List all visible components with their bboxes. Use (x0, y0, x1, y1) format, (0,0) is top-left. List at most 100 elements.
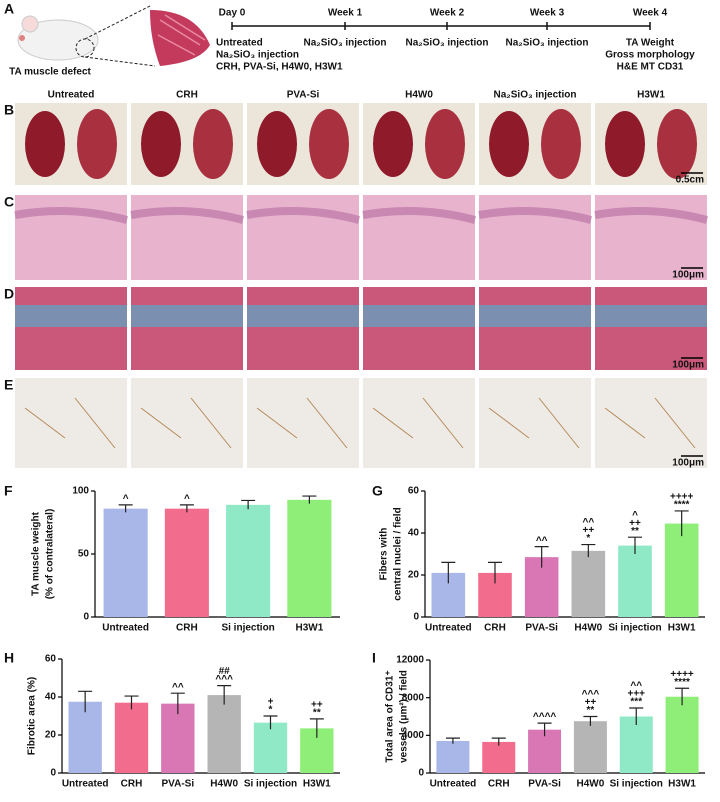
significance-mark: ^^^^ (533, 712, 557, 723)
significance-mark: ++ (311, 699, 323, 710)
timeline-note: Na₂SiO₃ injection (304, 38, 387, 49)
photo (363, 378, 475, 468)
x-tick-label: CRH (484, 623, 506, 634)
tissue-texture (131, 305, 243, 327)
column-header: CRH (176, 90, 198, 101)
significance-mark: ^ (184, 494, 190, 505)
significance-mark: ++++ (670, 492, 694, 503)
error-bar (675, 687, 690, 706)
error-bar (302, 495, 317, 504)
panel-letter: I (372, 650, 376, 666)
timeline-note: CRH, PVA-Si, H4W0, H3W1 (216, 62, 343, 73)
significance-mark: ++ (629, 518, 641, 529)
significance-mark: ^ (632, 510, 638, 521)
timeline-label: Week 2 (430, 8, 465, 19)
bar (664, 523, 699, 617)
tissue-texture (363, 305, 475, 327)
panel-letter: E (4, 377, 13, 393)
y-axis-label: Total area of CD31⁺ (385, 670, 396, 762)
column-header: H4W0 (405, 90, 433, 101)
significance-mark: ^^^ (215, 674, 233, 685)
error-bar (241, 499, 256, 510)
tissue-texture (15, 305, 127, 327)
y-tick-label: 20 (45, 730, 57, 741)
photo (363, 287, 475, 370)
x-tick-label: H3W1 (303, 779, 331, 790)
column-header: Untreated (48, 90, 95, 101)
error-bar (441, 561, 456, 584)
bar (573, 721, 607, 773)
tissue-texture (247, 305, 359, 327)
tissue-texture (372, 397, 464, 449)
y-tick-label: 0 (413, 612, 419, 623)
timeline-note: Na₂SiO₃ injection (506, 38, 589, 49)
x-tick-label: PVA-Si (525, 623, 558, 634)
significance-mark: ^^^ (582, 689, 600, 700)
bar (528, 729, 562, 773)
significance-mark: ++ (585, 697, 597, 708)
muscle-sample (25, 111, 65, 177)
error-bar (170, 692, 185, 715)
y-axis-label: Fibers with (379, 528, 390, 581)
x-tick-label: PVA-Si (162, 779, 195, 790)
muscle-sample (541, 109, 581, 179)
panel-letter: D (4, 286, 14, 302)
timeline-note: Na₂SiO₃ injection (406, 38, 489, 49)
tissue-texture (478, 207, 593, 224)
y-axis-label: Fibrotic area (%) (27, 677, 38, 755)
timeline-note: Untreated (216, 38, 263, 49)
error-bar (309, 718, 324, 738)
timeline-note: Na₂SiO₃ injection (216, 50, 299, 61)
mouse-illustration (17, 5, 210, 67)
tissue-texture (488, 397, 580, 449)
significance-mark: *** (630, 697, 642, 708)
tissue-texture (595, 305, 707, 327)
error-bar (583, 715, 598, 726)
photo (247, 287, 359, 370)
scale-label: 0.5cm (676, 175, 704, 186)
muscle-sample (657, 109, 697, 179)
bar (287, 499, 332, 617)
timeline-note: H&E MT CD31 (617, 62, 684, 73)
tissue-texture (130, 207, 245, 224)
error-bar (488, 561, 502, 584)
muscle-sample (425, 109, 465, 179)
photo (247, 378, 359, 468)
column-header: Na₂SiO₃ injection (494, 90, 577, 101)
significance-mark: ^^ (582, 517, 594, 528)
error-bar (581, 543, 596, 558)
panel-letter: F (4, 483, 13, 499)
timeline-note: Gross morphology (605, 50, 695, 61)
error-bar (491, 737, 506, 746)
error-bar (217, 685, 232, 705)
significance-mark: ++ (582, 525, 594, 536)
photo (15, 287, 127, 370)
column-header: H3W1 (637, 90, 665, 101)
bar (103, 508, 148, 617)
tissue-texture (479, 305, 591, 327)
photo (131, 287, 243, 370)
muscle-sample (257, 111, 297, 177)
muscle-sample (77, 109, 117, 179)
panel-letter: G (372, 483, 383, 499)
y-tick-label: 60 (408, 486, 420, 497)
x-tick-label: Untreated (62, 779, 109, 790)
bar (618, 545, 652, 617)
significance-mark: **** (674, 677, 690, 688)
significance-mark: ** (587, 705, 595, 716)
tissue-texture (14, 207, 129, 224)
significance-mark: **** (674, 500, 690, 511)
x-tick-label: H4W0 (574, 623, 602, 634)
panel-letter: B (4, 102, 14, 118)
bar (207, 695, 241, 773)
tissue-texture (362, 207, 477, 224)
error-bar (124, 695, 139, 710)
timeline-label: Week 4 (633, 8, 668, 19)
y-tick-label: 0 (418, 768, 424, 779)
x-tick-label: H4W0 (577, 779, 605, 790)
timeline-label: Week 1 (328, 8, 363, 19)
error-bar (179, 504, 194, 513)
error-bar (263, 715, 278, 730)
y-tick-label: 4000 (402, 730, 425, 741)
